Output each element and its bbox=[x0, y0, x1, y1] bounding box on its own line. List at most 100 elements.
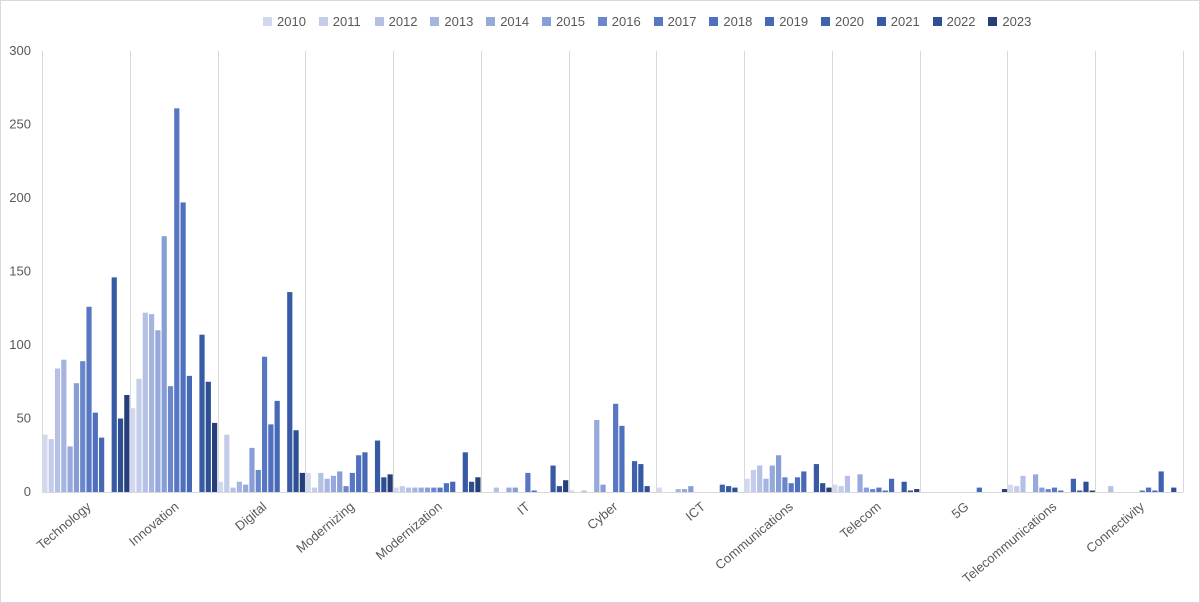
bar-2020-ict bbox=[719, 484, 725, 492]
bar-2018-modernizing bbox=[356, 455, 362, 492]
bar-2023-innovation bbox=[212, 422, 218, 492]
bar-2021-telecommunications bbox=[1077, 490, 1083, 492]
bar-2018-telecom bbox=[882, 490, 888, 492]
legend-item-2021: 2021 bbox=[876, 11, 920, 31]
bar-2017-telecom bbox=[876, 487, 882, 492]
legend-item-2018: 2018 bbox=[709, 11, 752, 31]
bar-2017-connectivity bbox=[1139, 490, 1145, 492]
bar-2018-modernization bbox=[443, 483, 450, 492]
bar-2019-telecom bbox=[888, 478, 895, 492]
bar-2023-technology bbox=[124, 394, 130, 492]
bar-2016-modernizing bbox=[343, 486, 349, 492]
legend-label: 2021 bbox=[890, 13, 920, 29]
bar-2013-digital bbox=[236, 481, 242, 492]
bar-2011-modernization bbox=[399, 486, 405, 492]
bars-layer bbox=[42, 108, 1177, 492]
bar-2018-telecommunications bbox=[1058, 490, 1064, 492]
bar-2012-telecommunications bbox=[1020, 475, 1026, 492]
y-tick-label: 150 bbox=[9, 264, 31, 279]
bar-2017-telecommunications bbox=[1051, 487, 1058, 492]
legend-label: 2010 bbox=[277, 13, 306, 29]
bar-2010-modernizing bbox=[305, 472, 311, 492]
bar-2011-communications bbox=[750, 469, 756, 492]
legend-label: 2019 bbox=[779, 13, 809, 29]
x-tick-label: Telecom bbox=[837, 499, 884, 542]
axis-layer: 0 50 100 150 200 250 300 Technology Innovation Di… bbox=[9, 43, 1147, 586]
x-tick-label: Telecommunications bbox=[959, 498, 1059, 586]
bar-2012-technology bbox=[54, 368, 61, 492]
bar-2017-modernization bbox=[437, 487, 443, 492]
bar-2022-ict bbox=[732, 487, 738, 492]
bar-2021-it bbox=[550, 465, 556, 492]
x-tick-label: Digital bbox=[232, 499, 269, 534]
bar-2014-it bbox=[506, 487, 512, 492]
legend-swatch bbox=[597, 16, 607, 26]
bar-2012-digital bbox=[230, 487, 236, 492]
bar-2020-telecommunications bbox=[1070, 478, 1076, 492]
bar-2011-telecom bbox=[838, 486, 844, 492]
bar-2010-digital bbox=[217, 481, 224, 492]
bar-2015-telecommunications bbox=[1039, 487, 1045, 492]
legend-item-2016: 2016 bbox=[597, 11, 641, 31]
bar-2021-modernizing bbox=[374, 440, 381, 492]
bar-2016-modernization bbox=[431, 487, 437, 492]
legend-item-2011: 2011 bbox=[318, 11, 361, 31]
x-tick-label: Connectivity bbox=[1083, 498, 1147, 555]
bar-2022-connectivity bbox=[1171, 487, 1177, 492]
bar-2014-digital bbox=[243, 484, 249, 492]
x-tick-label: Technology bbox=[34, 498, 94, 552]
bar-2019-modernization bbox=[450, 481, 456, 492]
legend-label: 2015 bbox=[556, 13, 585, 29]
bar-2013-technology bbox=[61, 359, 67, 492]
bar-2010-telecom bbox=[832, 484, 838, 492]
bar-2014-telecommunications bbox=[1033, 474, 1039, 492]
bar-2015-digital bbox=[249, 447, 255, 492]
bar-2011-technology bbox=[48, 439, 54, 492]
bar-2019-modernizing bbox=[362, 452, 368, 492]
bar-2022-telecom bbox=[907, 490, 914, 492]
bar-2021-innovation bbox=[199, 334, 205, 492]
bar-2013-ict bbox=[675, 489, 681, 492]
bar-2023-telecommunications bbox=[1089, 490, 1095, 492]
bar-2018-cyber bbox=[619, 425, 625, 492]
bar-2020-connectivity bbox=[1158, 471, 1164, 492]
bar-2021-ict bbox=[726, 486, 732, 492]
bar-2011-innovation bbox=[136, 378, 142, 492]
legend-item-2010: 2010 bbox=[263, 11, 306, 31]
x-tick-label: Cyber bbox=[584, 498, 621, 532]
legend-swatch bbox=[876, 16, 886, 26]
bar-2010-technology bbox=[42, 434, 48, 492]
bar-2023-modernization bbox=[475, 477, 481, 492]
legend-swatch bbox=[374, 16, 384, 26]
bar-2015-communications bbox=[775, 455, 782, 492]
bar-2013-innovation bbox=[149, 314, 155, 492]
bar-2021-modernization bbox=[462, 452, 468, 492]
bar-2015-modernization bbox=[424, 487, 431, 492]
bar-2014-communications bbox=[769, 465, 775, 492]
bar-2019-communications bbox=[801, 471, 807, 492]
y-tick-label: 50 bbox=[17, 411, 31, 426]
bar-2011-digital bbox=[224, 434, 230, 492]
bar-2017-cyber bbox=[613, 403, 619, 492]
x-tick-label: Innovation bbox=[126, 499, 182, 549]
bar-2019-digital bbox=[274, 400, 280, 492]
bar-2015-cyber bbox=[600, 484, 606, 492]
bar-2018-innovation bbox=[180, 202, 186, 492]
bar-2017-communications bbox=[788, 483, 794, 492]
bar-2016-telecom bbox=[870, 489, 876, 492]
bar-2014-telecom bbox=[857, 474, 863, 492]
bar-2017-innovation bbox=[174, 108, 180, 492]
bar-2018-it bbox=[531, 490, 537, 492]
bar-2015-technology bbox=[73, 383, 80, 492]
bar-2022-telecommunications bbox=[1083, 481, 1089, 492]
bar-2023-communications bbox=[826, 487, 832, 492]
bar-2017-digital bbox=[261, 356, 268, 492]
bar-2022-modernization bbox=[469, 481, 475, 492]
bar-2022-cyber bbox=[644, 486, 650, 492]
y-tick-label: 0 bbox=[24, 484, 31, 499]
legend-label: 2023 bbox=[1002, 13, 1032, 29]
bar-2012-it bbox=[493, 487, 499, 492]
bar-2012-communications bbox=[757, 465, 763, 492]
bar-2021-technology bbox=[111, 277, 117, 492]
